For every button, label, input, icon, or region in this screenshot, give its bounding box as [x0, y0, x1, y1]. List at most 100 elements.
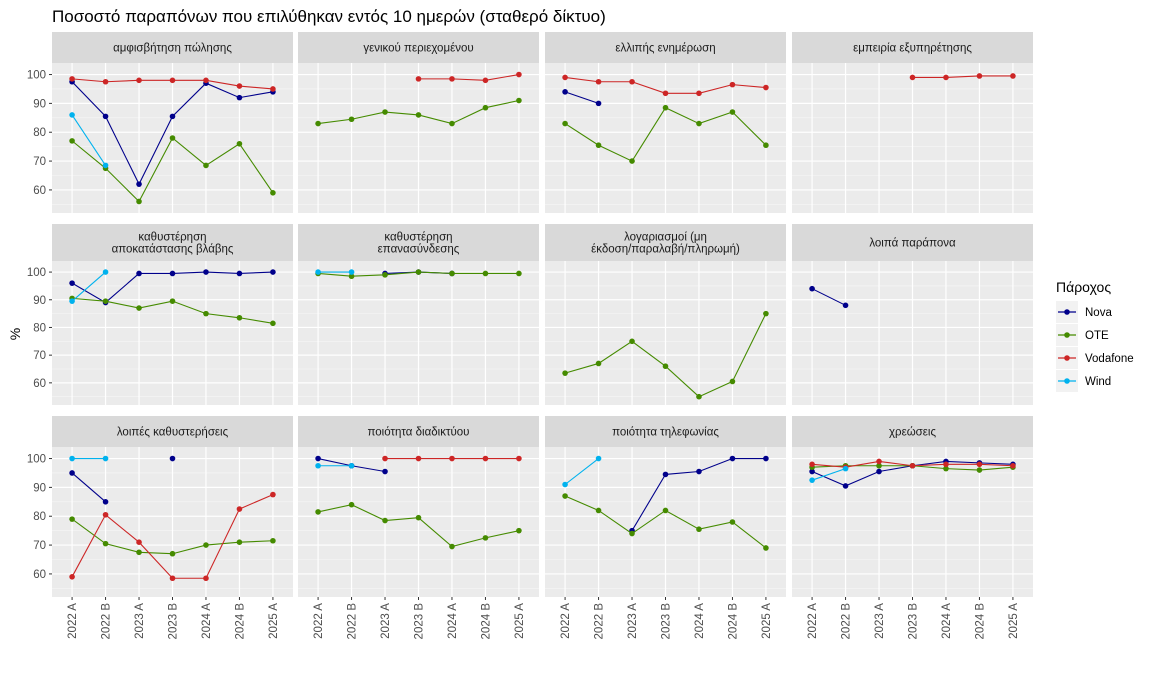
data-point [169, 550, 176, 557]
facet-panel: εμπειρία εξυπηρέτησης [792, 32, 1033, 213]
data-point [516, 455, 522, 462]
data-point [729, 519, 736, 525]
facet-panel: ποιότητα διαδικτύου 2022 A 2022 B 2023 A 202… [298, 416, 539, 639]
series-line [71, 114, 107, 166]
data-point [449, 270, 455, 277]
y-tick-label: 60 [33, 378, 46, 390]
data-point [449, 120, 455, 127]
data-point [136, 549, 142, 556]
facet-panel: ποιότητα τηλεφωνίας 2022 A 2022 B 2023 A 202… [545, 416, 786, 639]
data-point [595, 360, 602, 367]
data-point [729, 378, 736, 385]
data-point [562, 74, 568, 81]
y-tick-label: 90 [33, 482, 46, 494]
x-tick-label: 2024 A [694, 603, 706, 639]
data-point [516, 97, 522, 104]
facet-strip [545, 416, 786, 447]
facet-strip [792, 224, 1033, 261]
data-point [696, 120, 702, 127]
data-point [69, 455, 75, 462]
x-tick-label: 2024 A [941, 603, 953, 639]
data-point [348, 116, 355, 123]
data-point [69, 112, 75, 118]
y-tick-label: 60 [33, 185, 46, 197]
data-point [315, 509, 321, 515]
x-tick-label: 2024 A [447, 603, 459, 639]
facet-panel: αμφισβήτηση πώλησης 60 70 80 90 100 [27, 32, 293, 213]
facet-strip [298, 32, 539, 63]
data-point [449, 76, 455, 82]
data-point [763, 84, 769, 91]
facet-strip-label: γενικού περιεχομένου [363, 43, 473, 55]
data-point [516, 71, 522, 78]
data-point [562, 481, 568, 488]
data-point [729, 81, 736, 88]
data-point [102, 269, 109, 275]
data-point [595, 100, 602, 107]
data-point [696, 393, 702, 400]
data-point [696, 526, 702, 533]
series-line [71, 472, 106, 503]
x-tick-label: 2023 A [134, 603, 146, 639]
legend-key-point [1064, 332, 1070, 338]
x-tick-label: 2023 A [627, 603, 639, 639]
data-point [382, 272, 388, 278]
data-point [236, 270, 243, 277]
facet-strip-label: χρεώσεις [889, 427, 936, 439]
facet-strip-label: εμπειρία εξυπηρέτησης [853, 43, 972, 55]
data-point [102, 113, 109, 120]
data-point [1010, 73, 1016, 79]
data-point [169, 113, 176, 120]
y-tick-label: 80 [33, 322, 46, 334]
data-point [69, 470, 75, 476]
x-tick-label: 2024 A [201, 603, 213, 639]
data-point [382, 517, 388, 524]
facet-strip-label: καθυστέρηση [384, 232, 452, 244]
series-ote [69, 516, 276, 557]
facet-strip [52, 32, 293, 63]
x-tick-label: 2023 B [414, 603, 426, 640]
legend-key-point [1064, 309, 1070, 315]
series-vodafone [415, 71, 522, 84]
legend-label: Nova [1085, 307, 1112, 319]
legend: Nova OTE Vodafone Wind [1056, 301, 1134, 392]
data-point [595, 455, 602, 462]
data-point [236, 506, 243, 512]
data-point [415, 112, 422, 118]
series-wind [69, 112, 109, 169]
data-point [562, 493, 568, 499]
data-point [696, 468, 702, 475]
data-point [270, 86, 276, 92]
data-point [203, 310, 209, 317]
facet-panel: χρεώσεις 2022 A 2022 B 2023 A 2023 B 2024 A 20… [792, 416, 1033, 639]
facet-strip [545, 32, 786, 63]
facet-strip-label: αποκατάστασης βλάβης [112, 244, 234, 256]
data-point [976, 467, 983, 473]
data-point [69, 138, 75, 144]
data-point [203, 77, 209, 84]
x-tick-label: 2024 B [727, 603, 739, 640]
series-wind [315, 462, 355, 469]
data-point [763, 310, 769, 317]
facet-panels: αμφισβήτηση πώλησης 60 70 80 90 100 γενικού πε… [27, 32, 1033, 639]
legend-key-point [1064, 378, 1070, 384]
data-point [876, 468, 882, 475]
legend-label: OTE [1085, 330, 1109, 342]
data-point [763, 455, 769, 462]
facet-strip-label: αμφισβήτηση πώλησης [113, 43, 232, 55]
data-point [270, 320, 276, 327]
data-point [662, 471, 669, 478]
y-tick-label: 100 [27, 454, 46, 466]
data-point [943, 74, 949, 81]
data-point [595, 507, 602, 514]
data-point [482, 270, 489, 277]
series-ote [562, 310, 769, 400]
data-point [203, 542, 209, 548]
data-point [348, 501, 355, 508]
x-tick-label: 2023 B [908, 603, 920, 640]
data-point [482, 455, 489, 462]
series-vodafone [562, 74, 769, 97]
legend-label: Vodafone [1085, 353, 1134, 365]
data-point [909, 74, 916, 81]
x-tick-label: 2023 A [380, 603, 392, 639]
